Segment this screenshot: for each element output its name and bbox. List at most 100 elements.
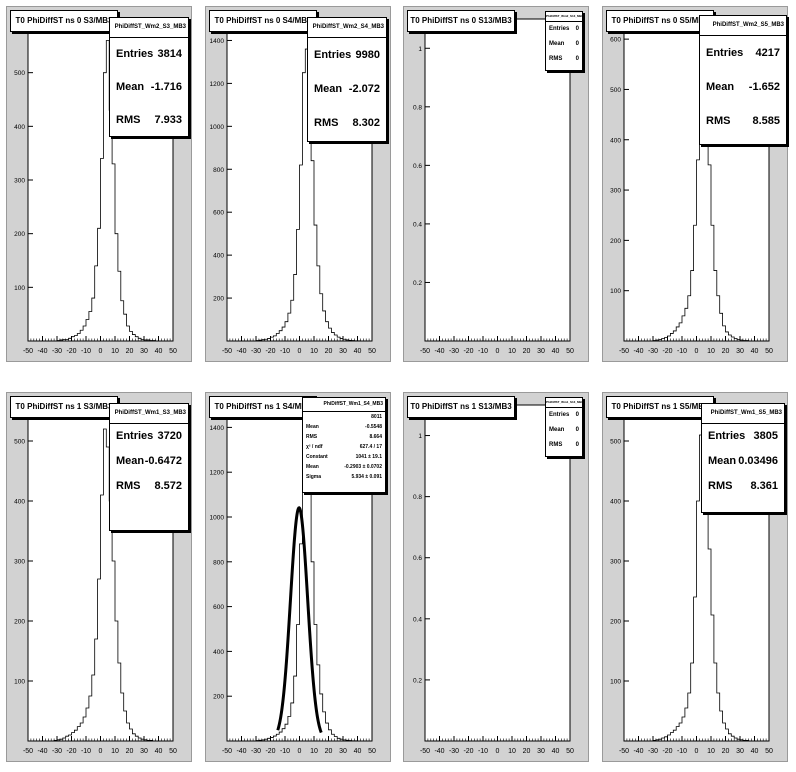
- plot-frame: [424, 18, 571, 342]
- x-tick-label: 40: [155, 748, 163, 755]
- y-tick-label: 300: [610, 188, 621, 195]
- stats-histogram-name: PhiDiffST_Wm2_S5_MB3: [700, 16, 786, 36]
- stats-key: Mean: [116, 81, 145, 93]
- histogram-bins: [227, 433, 372, 742]
- stats-value: 0: [575, 442, 579, 448]
- y-tick-label: 0.6: [413, 555, 422, 562]
- stats-key: Entries: [116, 48, 154, 60]
- x-tick-label: 50: [169, 348, 177, 355]
- stats-histogram-name: PhiDiffST_Wm2_S3_MB3: [110, 18, 188, 38]
- stats-box: PhiDiffST_Wm1_S5_MB3 Entries 3805 Mean 0.034…: [701, 403, 785, 513]
- x-tick-label: -10: [81, 748, 91, 755]
- histogram-title: T0 PhiDiffST ns 1 S5/MB3: [606, 396, 714, 418]
- stats-histogram-name: PhiDiffST_Wm1_S4_MB3: [303, 398, 385, 412]
- x-tick-label: -30: [52, 348, 62, 355]
- stats-key: Mean: [314, 83, 343, 95]
- stats-key: Mean: [708, 455, 737, 467]
- x-tick-label: -50: [619, 348, 629, 355]
- stats-value: 0: [575, 26, 579, 32]
- y-tick-label: 300: [14, 178, 25, 185]
- stats-histogram-name: PhiDiffST_Wm1_S5_MB3: [702, 404, 784, 424]
- y-tick-label: 200: [14, 619, 25, 626]
- stats-key: Entries: [116, 430, 154, 442]
- stats-key: Entries: [549, 26, 570, 32]
- histogram-bins: [624, 434, 769, 742]
- histogram-pad[interactable]: -50 -40 -30 -20 -10 0 10 20 30 40 50 0.2 0.4 0.6 0.8 1 T…: [403, 6, 589, 362]
- stats-row: Mean 0: [546, 37, 582, 52]
- stats-key: Mean: [549, 41, 565, 47]
- stats-value: 8.302: [352, 117, 380, 129]
- x-tick-label: 30: [140, 748, 148, 755]
- stats-box: PhiDiffST_Wm2_S5_MB3 Entries 4217 Mean -1.65…: [699, 15, 787, 145]
- histogram-title: T0 PhiDiffST ns 0 S4/MB3: [209, 10, 317, 32]
- histogram-pad[interactable]: -50 -40 -30 -20 -10 0 10 20 30 40 50 100 200 300 400 50…: [6, 392, 192, 762]
- stats-value: -1.652: [748, 81, 780, 93]
- x-tick-label: 0: [695, 348, 699, 355]
- x-tick-label: -30: [52, 748, 62, 755]
- x-tick-label: 20: [722, 748, 730, 755]
- stats-value: -0.2903 ± 0.0702: [344, 464, 382, 470]
- stats-row: Constant 1041 ± 19.1: [303, 452, 385, 462]
- stats-key: RMS: [706, 115, 731, 127]
- y-tick-label: 1: [418, 433, 422, 440]
- stats-row: Entries 0: [546, 22, 582, 37]
- stats-value: 3720: [157, 430, 182, 442]
- stats-row: 8011: [303, 412, 385, 422]
- x-tick-label: 50: [368, 748, 376, 755]
- x-tick-label: -40: [633, 748, 643, 755]
- x-tick-label: -40: [37, 348, 47, 355]
- stats-box: PhiDiffST_Wm2_S4_MB3 Entries 9980 Mean -2.07…: [307, 17, 387, 142]
- stats-row: Mean 0: [546, 423, 582, 438]
- histogram-bins: [227, 48, 372, 342]
- stats-value: 5.934 ± 0.091: [351, 474, 382, 480]
- x-tick-label: 20: [126, 748, 134, 755]
- histogram-pad[interactable]: -50 -40 -30 -20 -10 0 10 20 30 40 50 0.2 0.4 0.6 0.8 1 T…: [403, 392, 589, 762]
- histogram-bins: [28, 40, 173, 342]
- stats-value: 8.361: [750, 480, 778, 492]
- stats-value: 8.664: [369, 434, 382, 440]
- y-tick-label: 1000: [210, 515, 225, 522]
- x-tick-label: 0: [99, 348, 103, 355]
- histogram-title: T0 PhiDiffST ns 0 S5/MB3: [606, 10, 714, 32]
- y-tick-label: 1000: [210, 124, 225, 131]
- histogram-pad[interactable]: -50 -40 -30 -20 -10 0 10 20 30 40 50 200 400 600 800 10…: [205, 6, 391, 362]
- stats-histogram-name: PhiDiffST_Wm1_S3_MB3: [110, 404, 188, 424]
- x-tick-label: -50: [619, 748, 629, 755]
- stats-value: 627.4 / 17: [359, 444, 382, 450]
- stats-key: Mean: [549, 427, 565, 433]
- stats-row: Mean -0.5548: [303, 422, 385, 432]
- histogram-pad[interactable]: -50 -40 -30 -20 -10 0 10 20 30 40 50 100 200 300 400 50…: [602, 6, 788, 362]
- stats-row: Mean -0.6472: [110, 449, 188, 474]
- y-tick-label: 400: [610, 137, 621, 144]
- stats-row: Entries 3814: [110, 38, 188, 71]
- histogram-pad[interactable]: -50 -40 -30 -20 -10 0 10 20 30 40 50 100 200 300 400 50…: [602, 392, 788, 762]
- x-tick-label: -20: [463, 348, 473, 355]
- x-tick-label: 20: [523, 748, 531, 755]
- x-tick-label: -10: [478, 348, 488, 355]
- x-tick-label: 50: [566, 348, 574, 355]
- histogram-plot: -50 -40 -30 -20 -10 0 10 20 30 40 50 0.2 0.4 0.6 0.8 1: [413, 18, 574, 355]
- x-tick-label: 30: [736, 748, 744, 755]
- stats-row: χ² / ndf 627.4 / 17: [303, 442, 385, 452]
- y-tick-label: 0.6: [413, 163, 422, 170]
- stats-value: 4217: [755, 47, 780, 59]
- histogram-pad[interactable]: -50 -40 -30 -20 -10 0 10 20 30 40 50 100 200 300 400 50…: [6, 6, 192, 362]
- y-tick-label: 800: [213, 559, 224, 566]
- histogram-pad[interactable]: -50 -40 -30 -20 -10 0 10 20 30 40 50 200 400 600 800 10…: [205, 392, 391, 762]
- stats-key: RMS: [116, 114, 141, 126]
- x-tick-label: 40: [354, 348, 362, 355]
- stats-key: Entries: [549, 412, 570, 418]
- stats-row: Mean -1.652: [700, 70, 786, 104]
- stats-box: PhiDiffST_Wm2_S3_MB3 Entries 3814 Mean -1.71…: [109, 17, 189, 137]
- x-tick-label: -20: [463, 748, 473, 755]
- x-tick-label: 50: [765, 748, 773, 755]
- y-tick-label: 1: [418, 46, 422, 53]
- y-tick-label: 0.8: [413, 494, 422, 501]
- stats-value: 0: [575, 41, 579, 47]
- stats-row: RMS 8.361: [702, 474, 784, 499]
- histogram-title: T0 PhiDiffST ns 0 S3/MB3: [10, 10, 118, 32]
- histogram-bins: [28, 428, 173, 742]
- x-tick-label: -20: [66, 348, 76, 355]
- stats-value: 9980: [355, 49, 380, 61]
- stats-row: Mean -2.072: [308, 72, 386, 106]
